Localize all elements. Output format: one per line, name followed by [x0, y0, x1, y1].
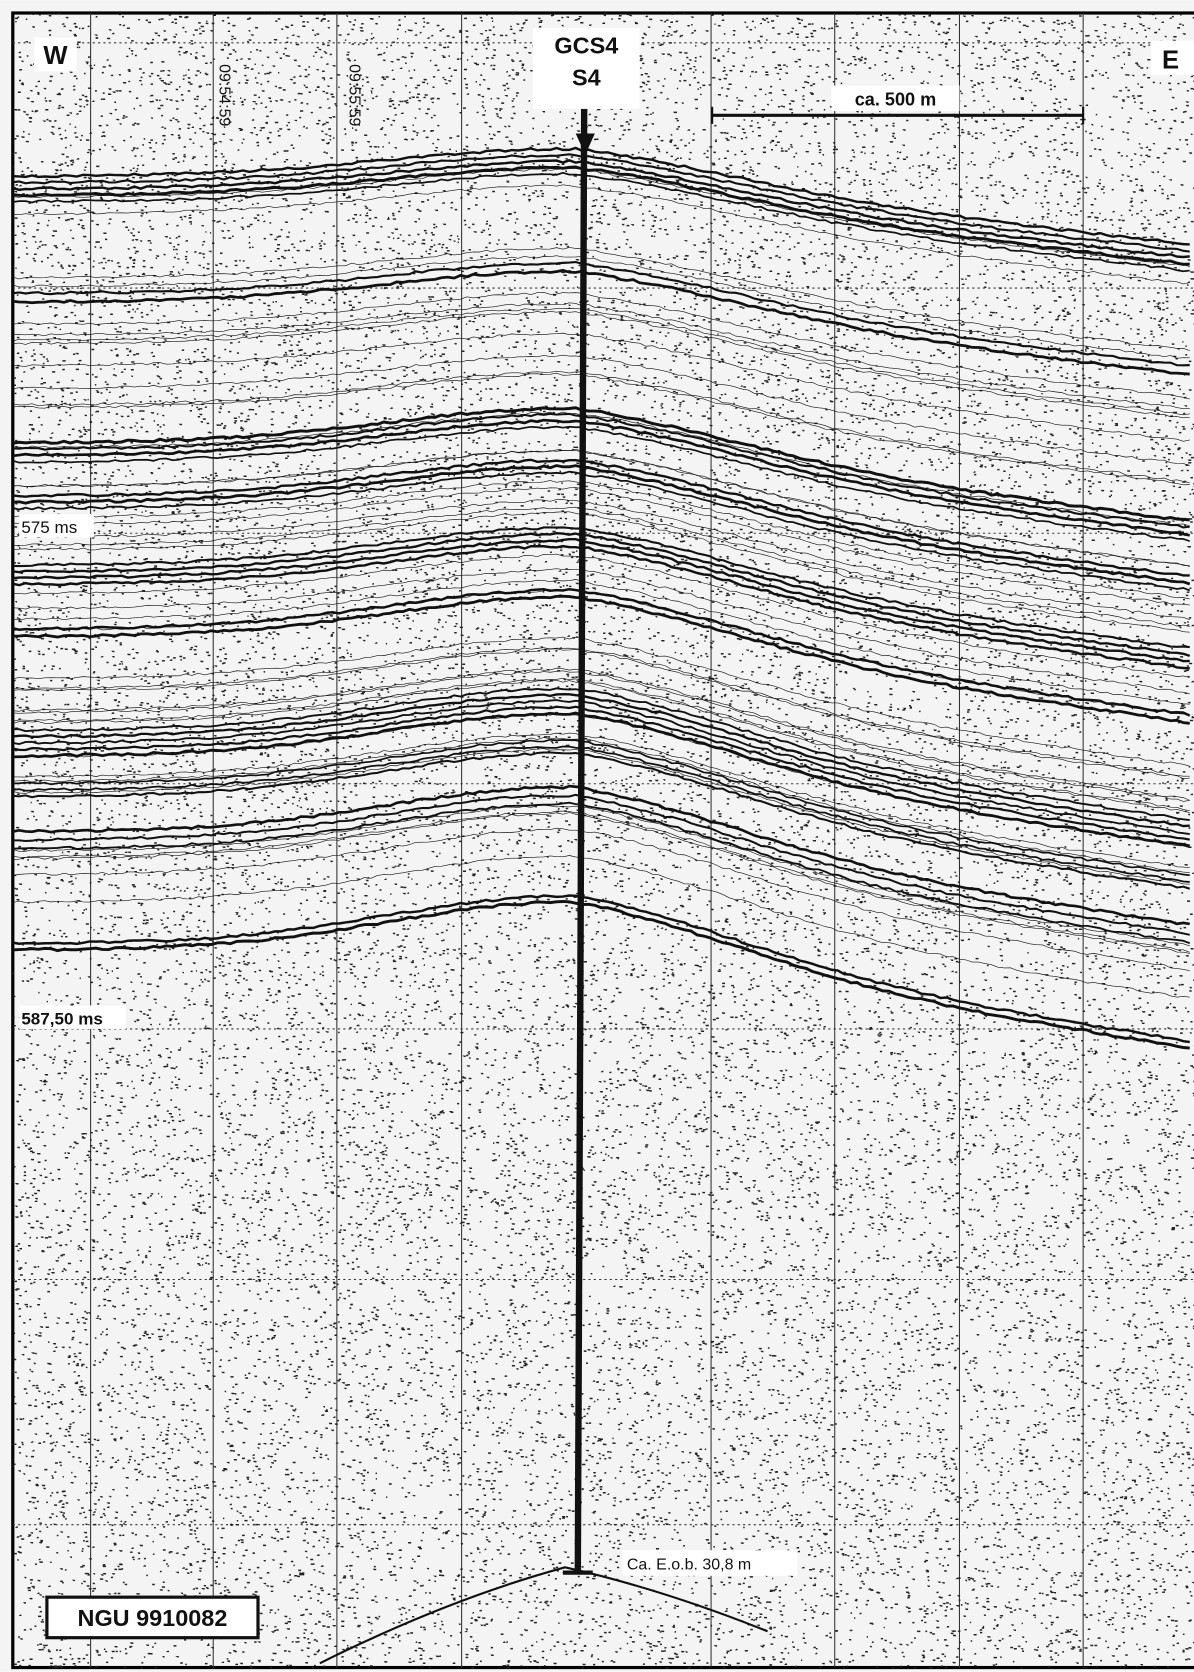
label-bg — [533, 27, 640, 109]
reflector — [12, 260, 1190, 367]
reflector — [12, 165, 1190, 266]
reflector — [12, 636, 1190, 767]
reflector — [12, 855, 1190, 998]
reflector — [12, 511, 1190, 633]
label-bg — [34, 37, 77, 72]
reflector — [12, 499, 1190, 620]
reflector — [12, 732, 1190, 868]
reflector — [12, 406, 1190, 522]
station-label: S4 — [572, 64, 601, 90]
reflector — [12, 687, 1190, 821]
reflector — [12, 184, 1190, 285]
reflector — [12, 737, 1190, 873]
reflector — [12, 372, 1190, 486]
reflector — [12, 553, 1190, 678]
reflector — [12, 302, 1190, 410]
reflector — [12, 291, 1190, 400]
reflector — [12, 648, 1190, 779]
reflector — [12, 464, 1191, 586]
reflectors — [12, 146, 1191, 1665]
label-bg — [19, 514, 94, 538]
reflector — [12, 332, 1190, 442]
reflector — [12, 425, 1191, 542]
reflector — [12, 458, 1190, 577]
reflector — [12, 801, 1191, 945]
reflector — [12, 480, 1190, 600]
reflector — [12, 670, 1190, 802]
depth-label: 587,50 ms — [21, 1010, 103, 1029]
reflector — [12, 146, 1190, 246]
reflector — [12, 804, 1190, 947]
reflector — [12, 371, 1190, 484]
reflector — [12, 412, 1190, 529]
label-bg — [19, 1005, 126, 1029]
reflector — [12, 751, 1191, 890]
time-label: 09:55:59 — [346, 64, 363, 126]
bottom-note: Ca. E.o.b. 30,8 m — [627, 1556, 751, 1573]
reflector — [12, 745, 1190, 883]
reflector — [319, 1566, 768, 1665]
reflector — [12, 255, 1190, 359]
reflector — [12, 793, 1190, 936]
reflector — [12, 268, 1190, 376]
id-box — [45, 1595, 260, 1640]
reflector — [12, 594, 1190, 725]
east-label: E — [1162, 46, 1179, 74]
reflector — [12, 738, 1190, 877]
reflector — [12, 693, 1190, 828]
reflector — [12, 589, 1190, 716]
reflector — [12, 537, 1190, 663]
arrow-head — [575, 133, 595, 155]
reflector — [12, 568, 1190, 695]
reflector — [12, 827, 1190, 972]
reflector — [12, 748, 1190, 885]
reflector — [12, 487, 1190, 606]
depth-label: 575 ms — [21, 518, 77, 537]
label-bg — [1151, 40, 1194, 75]
reflector — [12, 647, 1190, 777]
reflector — [12, 810, 1190, 953]
reflector — [12, 411, 1190, 527]
reflector — [12, 812, 1190, 954]
site-label: GCS4 — [554, 33, 618, 59]
reflector — [12, 677, 1190, 812]
reflector — [12, 667, 1190, 801]
reflector — [12, 679, 1190, 813]
reflector — [12, 699, 1190, 836]
reflector — [12, 247, 1190, 351]
reflector — [12, 168, 1190, 268]
reflector — [12, 526, 1190, 649]
time-label: 09:54:59 — [216, 64, 233, 126]
reflector — [12, 506, 1190, 627]
label-bg — [831, 85, 960, 112]
reflector — [12, 153, 1190, 253]
reflector — [12, 450, 1190, 567]
id-label: NGU 9910082 — [78, 1605, 228, 1631]
reflector — [12, 899, 1190, 1050]
reflector — [12, 470, 1191, 592]
reflector — [12, 449, 1190, 567]
reflector — [12, 354, 1190, 466]
reflector — [12, 579, 1190, 705]
reflector — [12, 784, 1190, 926]
reflector — [12, 159, 1190, 259]
scale-label: ca. 500 m — [855, 90, 937, 110]
reflector — [12, 532, 1191, 657]
reflector — [12, 713, 1190, 849]
reflector — [12, 418, 1190, 537]
label-bg — [622, 1550, 798, 1576]
reflector — [12, 587, 1191, 717]
reflector — [12, 711, 1191, 848]
core-line — [574, 101, 588, 1573]
reflector — [12, 308, 1190, 416]
reflector — [12, 544, 1190, 670]
reflector — [12, 310, 1190, 419]
reflector — [12, 894, 1190, 1044]
reflector — [12, 705, 1190, 841]
west-label: W — [43, 42, 68, 70]
reflector — [12, 171, 1190, 273]
